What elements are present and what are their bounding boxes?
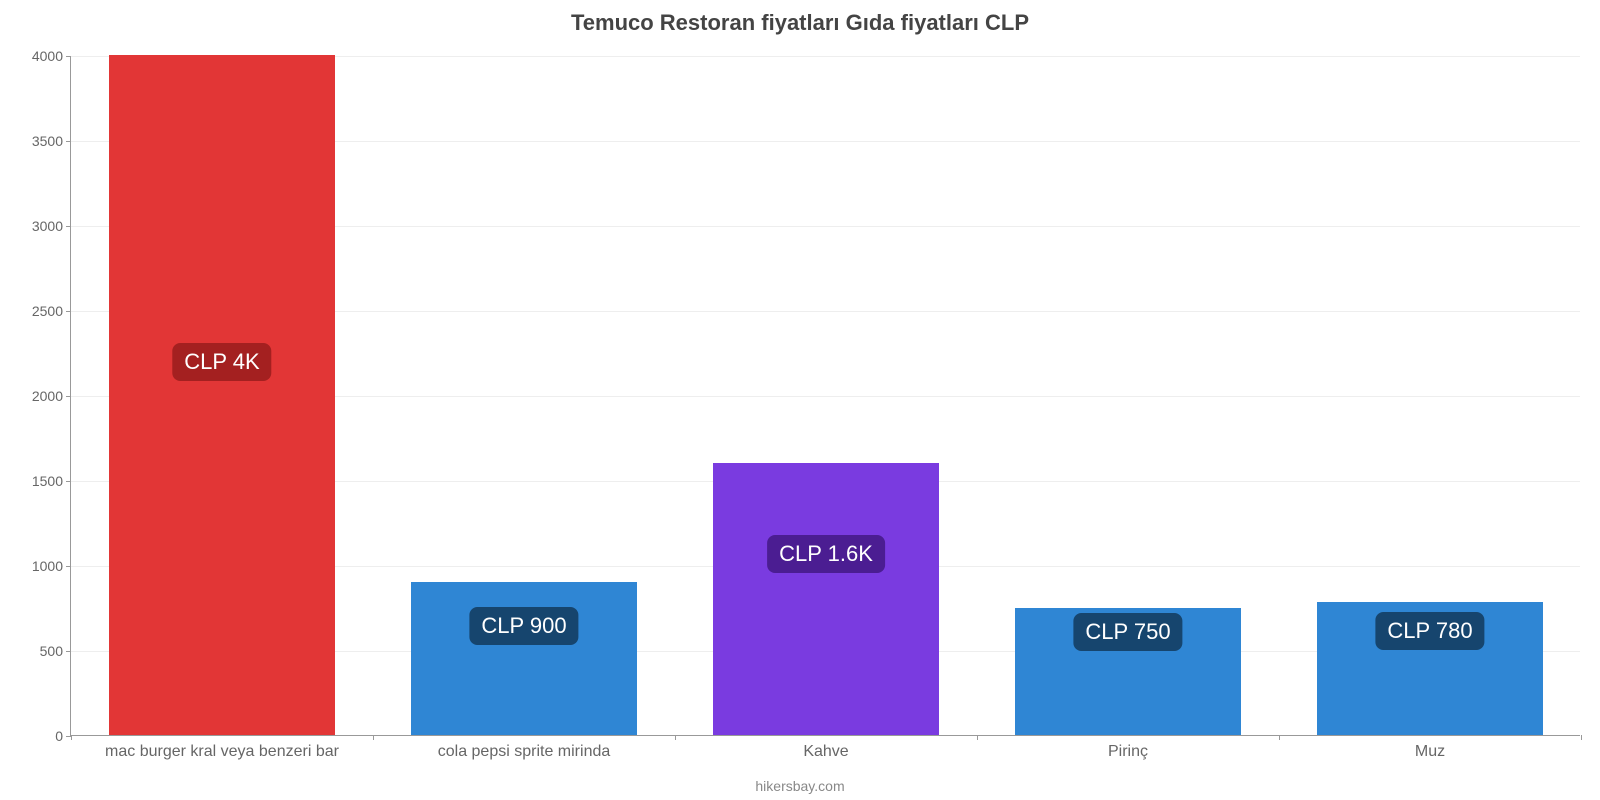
y-tick-label: 2000	[32, 388, 71, 404]
y-tick-label: 1500	[32, 473, 71, 489]
chart-title: Temuco Restoran fiyatları Gıda fiyatları…	[0, 10, 1600, 36]
value-badge: CLP 1.6K	[767, 535, 885, 573]
bar-chart: Temuco Restoran fiyatları Gıda fiyatları…	[0, 0, 1600, 800]
y-tick-label: 0	[55, 728, 71, 744]
value-badge: CLP 4K	[172, 343, 271, 381]
value-badge: CLP 780	[1375, 612, 1484, 650]
y-tick-label: 4000	[32, 48, 71, 64]
x-tick-mark	[1581, 735, 1582, 740]
y-tick-label: 3000	[32, 218, 71, 234]
x-tick-mark	[71, 735, 72, 740]
bar	[109, 55, 336, 735]
bar	[411, 582, 638, 735]
x-category-label: mac burger kral veya benzeri bar	[105, 743, 339, 761]
x-tick-mark	[977, 735, 978, 740]
x-category-label: Kahve	[803, 743, 848, 761]
x-tick-mark	[1279, 735, 1280, 740]
bar	[713, 463, 940, 735]
y-tick-label: 2500	[32, 303, 71, 319]
value-badge: CLP 750	[1073, 613, 1182, 651]
x-category-label: Muz	[1415, 743, 1445, 761]
value-badge: CLP 900	[469, 607, 578, 645]
x-tick-mark	[373, 735, 374, 740]
x-category-label: Pirinç	[1108, 743, 1148, 761]
plot-area: 05001000150020002500300035004000mac burg…	[70, 56, 1580, 736]
y-tick-label: 1000	[32, 558, 71, 574]
x-category-label: cola pepsi sprite mirinda	[438, 743, 611, 761]
y-tick-label: 500	[40, 643, 71, 659]
y-tick-label: 3500	[32, 133, 71, 149]
source-text: hikersbay.com	[0, 778, 1600, 794]
x-tick-mark	[675, 735, 676, 740]
